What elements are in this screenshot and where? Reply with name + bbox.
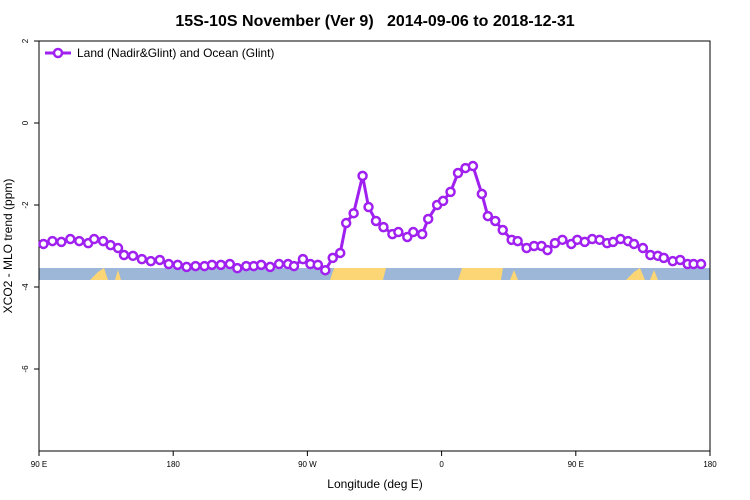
point [255,259,267,271]
point [154,254,166,266]
point [312,259,324,271]
point [112,242,124,254]
point [118,249,130,261]
point [38,238,49,250]
y-tick-label: -6 [21,365,30,373]
point [47,235,58,247]
point [297,253,309,265]
point [145,255,157,267]
land [650,270,658,280]
land [90,268,108,280]
point [357,170,368,182]
point [370,215,382,227]
x-tick-label: 0 [439,460,444,469]
y-tick-label: 0 [21,120,30,125]
point [422,213,434,225]
point [327,252,338,264]
point [348,207,359,219]
point [378,221,389,233]
y-tick-label: 2 [21,38,30,43]
point [452,167,464,179]
x-axis-label: Longitude (deg E) [327,477,422,491]
point [637,242,649,254]
y-tick-label: -4 [21,283,30,291]
x-tick-label: 90 E [31,460,47,469]
point [136,253,148,265]
y-axis-label: XCO2 - MLO trend (ppm) [1,179,15,314]
point [264,261,276,273]
land [626,268,645,280]
point [163,258,174,270]
point [215,259,227,271]
point [224,258,236,270]
x-tick-label: 180 [167,460,181,469]
point [512,235,523,247]
point [482,210,494,222]
point [88,233,100,245]
legend-label: Land (Nadir&Glint) and Ocean (Glint) [77,46,274,60]
point [476,188,488,200]
point [65,233,76,245]
point [340,217,352,229]
point [74,235,85,247]
point [542,244,553,256]
point [658,252,670,264]
x-tick-label: 180 [703,460,717,469]
point [437,195,449,207]
land-ocean-strip [39,268,710,280]
point [334,247,346,259]
point [127,250,139,262]
point [490,215,501,227]
point [363,201,374,213]
point [288,260,300,272]
point [273,258,285,270]
point [56,236,67,248]
land [510,270,518,280]
x-tick-label: 90 E [568,460,584,469]
point [628,238,640,250]
chart-title: 15S-10S November (Ver 9) 2014-09-06 to 2… [175,13,574,30]
land [458,268,503,280]
point [97,235,109,247]
point [557,234,568,246]
legend-marker [52,47,64,59]
point [497,224,508,236]
point [181,261,192,273]
point [172,259,183,271]
point [190,260,201,272]
y-tick-label: -2 [21,201,30,209]
point [467,160,479,172]
point [674,254,686,266]
x-tick-label: 90 W [298,460,317,469]
point [695,258,707,270]
land [330,268,386,280]
point [445,186,456,198]
point [232,262,243,274]
land [115,270,121,280]
point [393,226,404,238]
point [408,226,419,238]
point [206,259,218,271]
point [320,264,331,276]
point [416,228,428,240]
